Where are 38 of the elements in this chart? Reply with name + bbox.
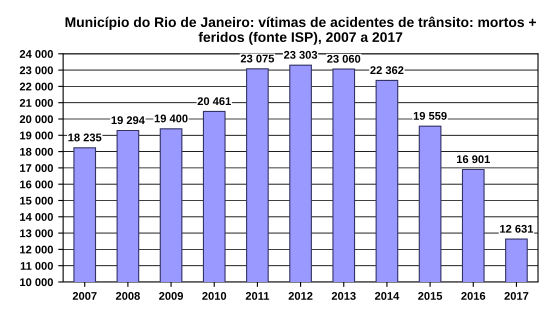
data-label: 19 294	[112, 116, 145, 124]
x-tick-label: 2013	[332, 292, 356, 300]
x-tick-label: 2007	[72, 292, 97, 300]
data-label: 16 901	[456, 155, 490, 164]
y-tick-label: 17 000	[20, 164, 53, 172]
y-tick-label: 19 000	[20, 132, 53, 140]
y-tick-label: 22 000	[20, 82, 53, 91]
y-tick-label: 13 000	[20, 229, 53, 238]
y-tick-label: 24 000	[20, 50, 53, 58]
data-label: 19 559	[414, 112, 447, 120]
data-label: 12 631	[500, 224, 534, 233]
y-tick-label: 15 000	[20, 196, 53, 205]
data-label: 19 400	[154, 114, 188, 122]
data-label: 18 235	[68, 134, 102, 142]
y-tick-label: 21 000	[20, 98, 53, 107]
data-label: 23 303	[284, 50, 318, 59]
x-tick-label: 2010	[202, 292, 226, 300]
x-tick-label: 2017	[504, 292, 528, 300]
y-tick-label: 11 000	[20, 262, 53, 270]
y-tick-label: 14 000	[20, 213, 53, 221]
x-tick-label: 2011	[246, 292, 270, 300]
data-label: 20 461	[198, 97, 231, 106]
y-tick-label: 23 000	[20, 66, 53, 74]
x-tick-label: 2008	[116, 292, 140, 300]
data-label: 23 060	[327, 54, 360, 63]
y-tick-label: 16 000	[20, 180, 53, 188]
y-tick-label: 20 000	[20, 115, 53, 124]
data-label: 23 075	[240, 54, 274, 63]
y-tick-label: 18 000	[20, 148, 53, 156]
x-tick-label: 2014	[374, 292, 400, 300]
chart-title: Município do Rio de Janeiro: vítimas de acidentes de trânsito: mortos + feridos (fonte ISP), 2007 a 2017	[66, 16, 536, 45]
x-tick-label: 2016	[461, 292, 486, 300]
x-tick-label: 2012	[288, 292, 312, 300]
y-tick-label: 10 000	[20, 278, 53, 286]
x-tick-label: 2015	[418, 292, 442, 300]
data-label: 22 362	[370, 66, 404, 74]
x-tick-label: 2009	[159, 292, 184, 300]
y-tick-label: 12 000	[20, 246, 53, 254]
